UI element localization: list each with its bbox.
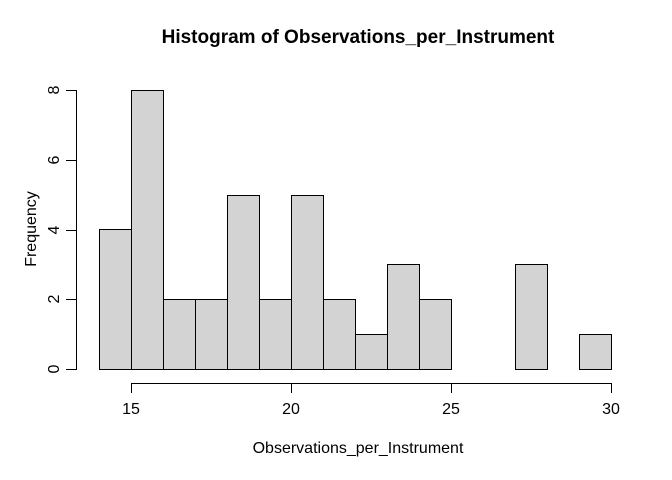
x-tick-label: 25 [442,401,460,418]
y-tick-label: 4 [46,225,63,235]
y-tick-label: 0 [46,364,63,374]
histogram-bar [259,299,292,370]
y-axis-label: Frequency [23,191,40,267]
histogram-bar [227,195,260,370]
y-tick-mark [66,160,76,161]
y-tick-label: 8 [46,85,63,95]
histogram-bar [163,299,196,370]
x-axis-label: Observations_per_Instrument [252,440,464,457]
histogram-bar [579,334,612,370]
histogram-bar [99,229,132,370]
x-tick-mark [131,383,132,393]
histogram-bar [131,90,164,370]
y-tick-mark [66,230,76,231]
x-tick-label: 20 [282,401,300,418]
x-tick-mark [291,383,292,393]
y-tick-mark [66,90,76,91]
y-tick-label: 6 [46,155,63,165]
x-tick-label: 15 [122,401,140,418]
x-tick-label: 30 [602,401,620,418]
y-tick-label: 2 [46,294,63,304]
x-axis-line [131,383,612,384]
chart-title: Histogram of Observations_per_Instrument [161,27,555,48]
histogram-bar [515,264,548,370]
histogram-bar [355,334,388,370]
y-tick-mark [66,369,76,370]
histogram-bar [195,299,228,370]
x-tick-mark [611,383,612,393]
histogram-bar [419,299,452,370]
y-tick-mark [66,299,76,300]
y-axis-line [76,90,77,370]
histogram-bar [291,195,324,370]
histogram-bar [387,264,420,370]
x-tick-mark [451,383,452,393]
histogram-bar [323,299,356,370]
